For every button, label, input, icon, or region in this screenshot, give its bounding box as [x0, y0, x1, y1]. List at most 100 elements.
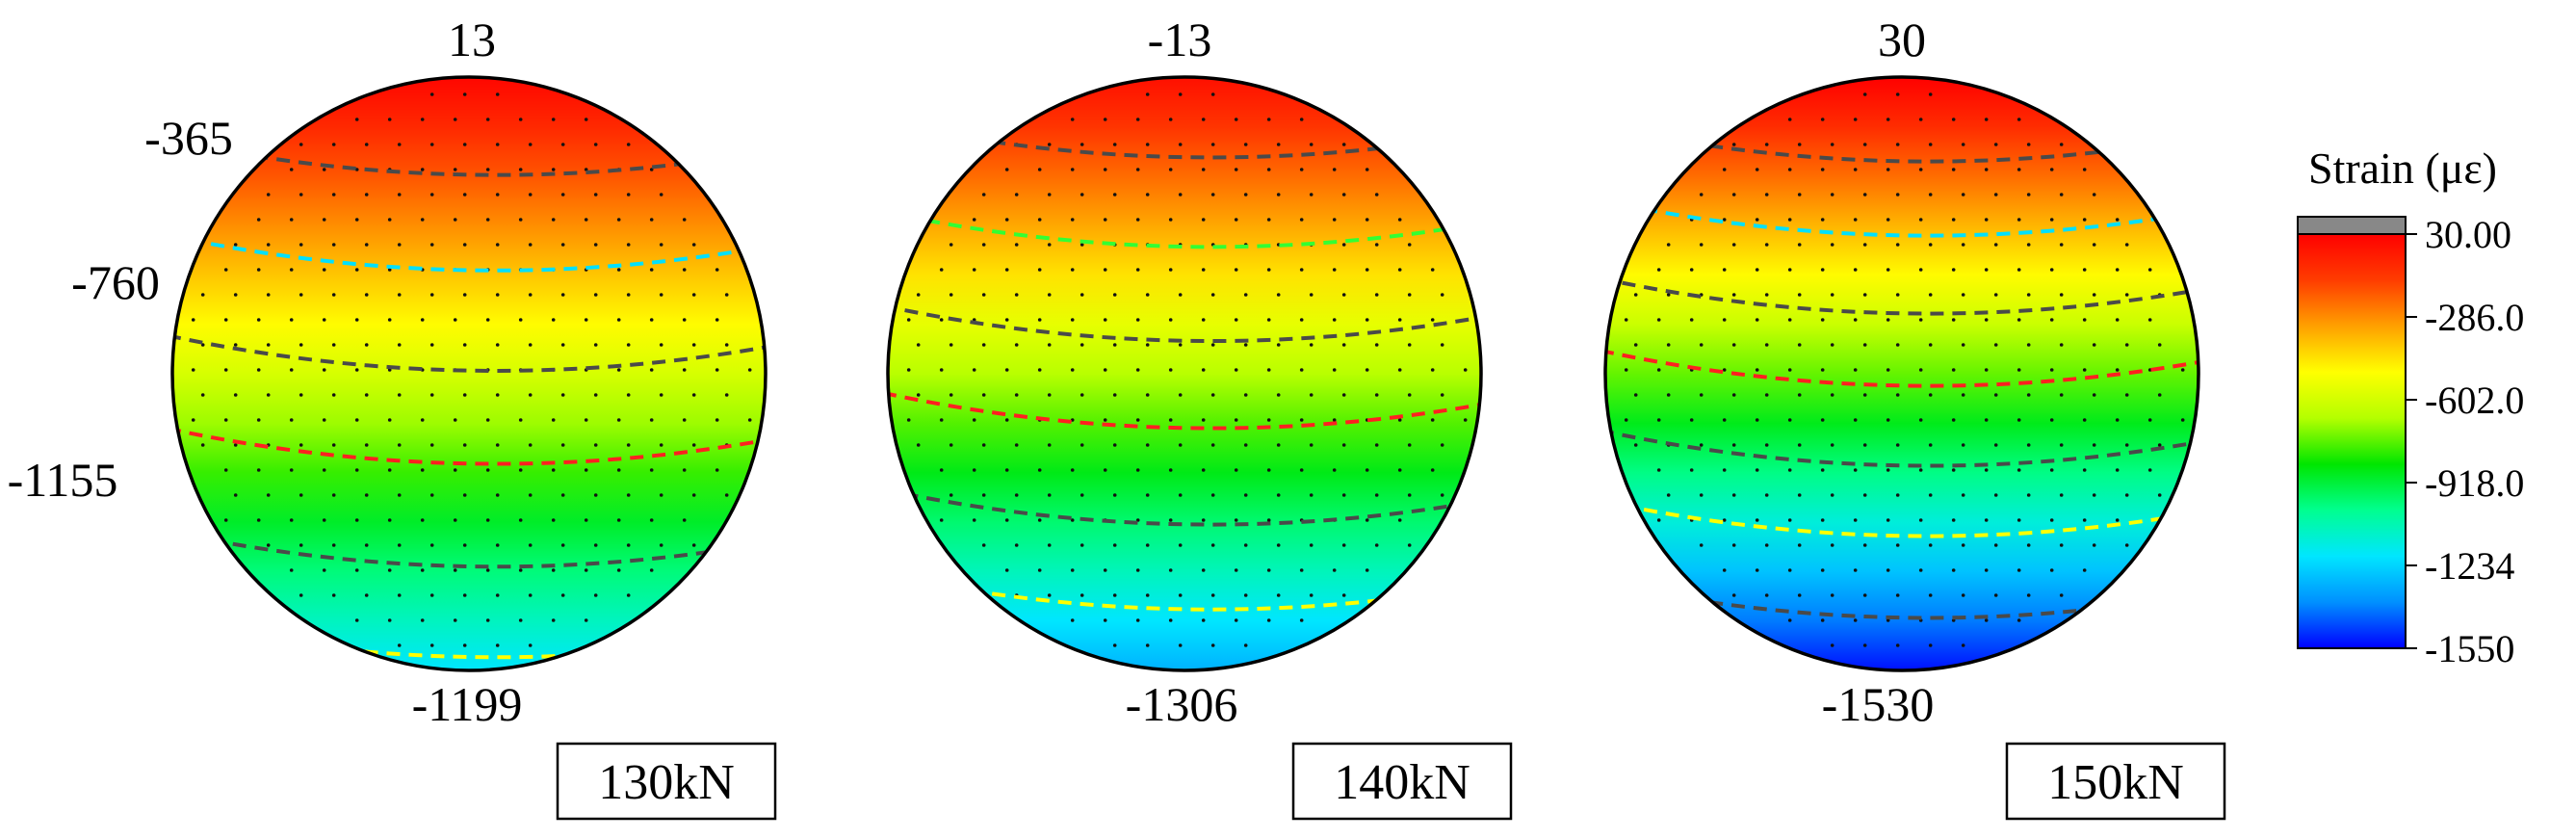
measurement-point [1722, 268, 1727, 272]
measurement-point [1430, 368, 1435, 372]
measurement-point [1145, 193, 1150, 197]
measurement-point [1862, 543, 1867, 547]
panel-130kn-disk [170, 75, 768, 672]
measurement-point [1463, 368, 1468, 372]
measurement-point [2147, 318, 2152, 322]
measurement-point [1918, 518, 1923, 522]
measurement-point [1341, 443, 1346, 447]
measurement-point [387, 418, 392, 422]
measurement-point [626, 493, 631, 497]
measurement-point [1374, 193, 1379, 197]
measurement-point [939, 368, 944, 372]
measurement-point [453, 318, 457, 322]
measurement-point [1309, 293, 1314, 297]
measurement-point [200, 443, 205, 447]
measurement-point [1145, 343, 1150, 347]
measurement-point [1666, 493, 1671, 497]
measurement-point [1374, 443, 1379, 447]
measurement-point [1731, 343, 1736, 347]
measurement-point [1070, 118, 1075, 121]
measurement-point [1993, 493, 1998, 497]
measurement-point [518, 468, 523, 472]
measurement-point [1135, 168, 1140, 171]
measurement-point [1699, 393, 1704, 397]
measurement-point [1004, 468, 1009, 472]
measurement-point [1820, 268, 1825, 272]
measurement-point [528, 543, 533, 547]
measurement-point [2082, 268, 2087, 272]
measurement-point [1440, 493, 1444, 497]
measurement-point [584, 568, 588, 572]
measurement-point [659, 393, 664, 397]
measurement-point [560, 593, 565, 597]
measurement-point [1764, 593, 1769, 597]
measurement-point [949, 443, 953, 447]
panel-150kn-load-label: 150kN [2047, 755, 2184, 810]
measurement-point [1764, 543, 1769, 547]
measurement-point [322, 218, 326, 222]
measurement-point [649, 418, 654, 422]
measurement-point [1397, 518, 1402, 522]
colorbar-tick-label: -1234 [2425, 544, 2514, 588]
measurement-point [560, 143, 565, 146]
measurement-point [1961, 443, 1965, 447]
measurement-point [299, 193, 303, 197]
measurement-point [1666, 243, 1671, 247]
contour-line [1605, 275, 2199, 316]
measurement-point [1037, 468, 1042, 472]
measurement-point [2026, 543, 2031, 547]
measurement-point [1886, 268, 1890, 272]
measurement-point [1764, 193, 1769, 197]
measurement-point [916, 343, 921, 347]
measurement-point [1276, 293, 1281, 297]
measurement-point [2092, 393, 2096, 397]
measurement-point [2082, 368, 2087, 372]
measurement-point [1961, 193, 1965, 197]
contour-line [1605, 348, 2199, 388]
measurement-point [1080, 193, 1084, 197]
measurement-point [1797, 143, 1802, 146]
measurement-point [2115, 418, 2120, 422]
measurement-point [1341, 193, 1346, 197]
measurement-point [659, 243, 664, 247]
measurement-point [1047, 443, 1052, 447]
measurement-point [2017, 418, 2021, 422]
measurement-point [1135, 618, 1140, 622]
measurement-point [2124, 443, 2129, 447]
measurement-point [1918, 218, 1923, 222]
measurement-point [289, 568, 294, 572]
measurement-point [397, 443, 402, 447]
measurement-point [256, 268, 261, 272]
measurement-point [223, 268, 228, 272]
contour-line [172, 426, 766, 466]
measurement-point [939, 318, 944, 322]
measurement-point [906, 318, 911, 322]
measurement-point [2092, 443, 2096, 447]
measurement-point [1276, 393, 1281, 397]
measurement-point [1731, 293, 1736, 297]
measurement-point [1103, 618, 1107, 622]
measurement-point [1070, 318, 1075, 322]
measurement-point [2147, 468, 2152, 472]
measurement-point [1374, 543, 1379, 547]
measurement-point [1895, 493, 1900, 497]
measurement-point [354, 268, 359, 272]
measurement-point [518, 518, 523, 522]
measurement-point [626, 443, 631, 447]
measurement-point [397, 193, 402, 197]
measurement-point [331, 243, 336, 247]
measurement-point [1993, 193, 1998, 197]
measurement-point [1112, 443, 1117, 447]
measurement-point [1135, 368, 1140, 372]
measurement-point [1918, 418, 1923, 422]
measurement-point [649, 468, 654, 472]
measurement-point [1047, 493, 1052, 497]
measurement-point [485, 468, 490, 472]
measurement-point [682, 518, 687, 522]
measurement-point [1722, 568, 1727, 572]
measurement-point [2124, 243, 2129, 247]
measurement-point [682, 418, 687, 422]
measurement-point [1928, 393, 1933, 397]
measurement-point [495, 92, 500, 96]
measurement-point [2017, 268, 2021, 272]
